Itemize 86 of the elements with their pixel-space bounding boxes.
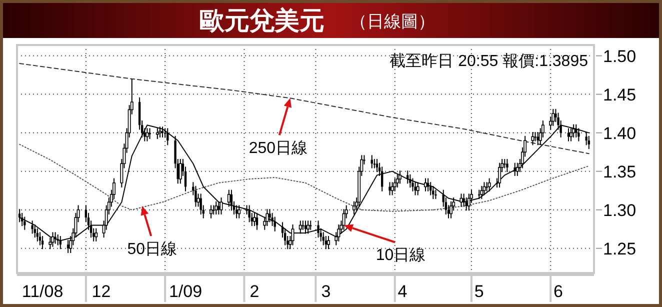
y-tick-label: 1.50 xyxy=(603,46,636,66)
candlestick xyxy=(304,220,307,234)
annotation: 10日線 xyxy=(376,247,426,264)
candlestick xyxy=(460,193,463,208)
candlestick xyxy=(227,189,230,208)
x-tick-label: 6 xyxy=(554,282,563,301)
candlestick xyxy=(434,189,437,200)
candlestick xyxy=(326,236,330,250)
candlestick xyxy=(534,132,536,142)
candlestick xyxy=(178,158,182,184)
candlestick xyxy=(480,185,484,200)
candlestick xyxy=(390,182,394,196)
candlestick xyxy=(31,220,34,234)
candlestick xyxy=(486,182,488,192)
candlestick xyxy=(450,200,453,219)
candlestick xyxy=(352,200,356,215)
candlestick xyxy=(516,162,519,176)
x-tick-label: 3 xyxy=(321,282,331,301)
candlestick xyxy=(210,204,213,219)
candlestick xyxy=(324,236,328,250)
x-tick-label: 2 xyxy=(250,282,260,301)
candlestick xyxy=(398,170,402,184)
candlestick xyxy=(488,178,491,192)
candlestick xyxy=(552,108,555,126)
candlestick xyxy=(24,216,26,230)
candlestick xyxy=(409,174,412,188)
annotation: 截至昨日 20:55 報價:1.3895 xyxy=(390,52,588,70)
candlestick xyxy=(467,193,470,212)
annotation: 50日線 xyxy=(127,240,177,258)
candlestick xyxy=(462,193,465,208)
annotation: 250日線 xyxy=(248,140,308,158)
x-tick-label: 1/09 xyxy=(168,282,202,301)
candlestick xyxy=(200,193,202,215)
candlestick xyxy=(41,236,44,250)
candlestick xyxy=(570,128,573,142)
candlestick xyxy=(414,182,416,196)
candlestick xyxy=(342,208,346,230)
candlestick xyxy=(588,135,590,150)
candlestick xyxy=(268,208,271,223)
candlestick xyxy=(266,208,269,227)
candlestick xyxy=(424,178,427,192)
candlestick xyxy=(406,170,409,184)
candlestick xyxy=(34,224,36,238)
candlestick xyxy=(376,158,378,173)
candlestick xyxy=(531,132,534,146)
candlestick xyxy=(148,128,151,140)
candlestick xyxy=(412,178,414,192)
x-tick-label: 11/08 xyxy=(22,282,64,301)
candlestick xyxy=(218,200,220,215)
candlestick xyxy=(393,178,396,192)
candlestick xyxy=(146,128,149,142)
candlestick xyxy=(506,158,508,173)
y-tick-label: 1.35 xyxy=(603,162,636,182)
candlestick xyxy=(306,220,310,234)
candlestick xyxy=(465,197,468,212)
candlestick xyxy=(578,128,580,142)
candlestick xyxy=(230,189,233,212)
candlestick xyxy=(274,216,276,232)
candlestick xyxy=(248,204,250,223)
candlestick xyxy=(298,220,302,234)
candlestick xyxy=(536,132,539,146)
candlestick xyxy=(432,185,434,200)
candlestick xyxy=(194,185,197,208)
y-tick-label: 1.40 xyxy=(603,124,636,143)
y-tick-label: 1.25 xyxy=(603,239,636,258)
candlestick xyxy=(156,128,159,140)
x-tick-label: 4 xyxy=(398,282,408,301)
candlestick xyxy=(498,162,502,188)
candlestick xyxy=(416,182,420,196)
y-tick-label: 1.30 xyxy=(603,200,636,220)
candlestick xyxy=(396,174,399,188)
candlestick xyxy=(388,182,391,196)
chart-title: 歐元兌美元 xyxy=(200,7,324,35)
y-tick-label: 1.45 xyxy=(603,85,636,104)
candlestick xyxy=(94,228,98,242)
x-tick-label: 12 xyxy=(92,282,111,301)
candlestick xyxy=(514,162,516,176)
candlestick xyxy=(238,204,241,219)
candlestick xyxy=(482,182,486,196)
x-tick-label: 5 xyxy=(474,282,484,301)
candlestick xyxy=(252,212,256,227)
chart-subtitle: （日線圖） xyxy=(350,12,435,31)
candlestick xyxy=(430,182,432,196)
candlestick xyxy=(220,197,223,215)
candlestick xyxy=(317,220,320,238)
candlestick xyxy=(214,200,218,215)
